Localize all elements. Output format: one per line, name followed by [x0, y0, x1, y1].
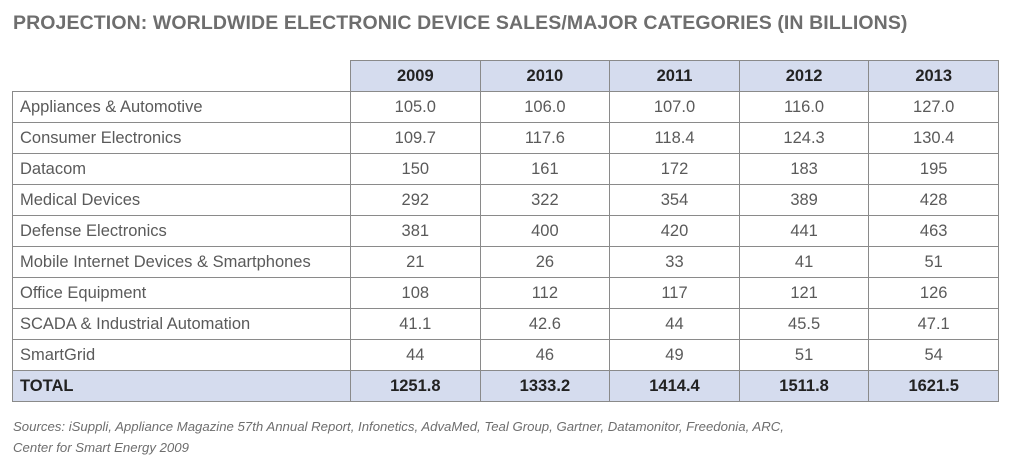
table-row: Office Equipment 108 112 117 121 126 — [12, 277, 999, 309]
header-row: 2009 2010 2011 2012 2013 — [12, 60, 999, 92]
table-row: Defense Electronics 381 400 420 441 463 — [12, 215, 999, 247]
table-cell: 49 — [609, 339, 740, 371]
table-cell: 124.3 — [738, 122, 870, 154]
table-cell: 354 — [609, 184, 740, 216]
table-cell: 117 — [609, 277, 740, 309]
page-title: PROJECTION: WORLDWIDE ELECTRONIC DEVICE … — [13, 12, 908, 34]
column-header-2012: 2012 — [738, 60, 870, 92]
table-cell: 118.4 — [609, 122, 740, 154]
table-cell: 107.0 — [609, 91, 740, 123]
table-cell: 106.0 — [479, 91, 611, 123]
table-cell: 117.6 — [479, 122, 611, 154]
table-row: Medical Devices 292 322 354 389 428 — [12, 184, 999, 216]
corner-cell — [12, 60, 351, 92]
total-cell: 1414.4 — [609, 370, 740, 402]
row-label: Office Equipment — [12, 277, 351, 309]
sources-note: Sources: iSuppli, Appliance Magazine 57t… — [13, 416, 913, 458]
table-cell: 322 — [479, 184, 611, 216]
table-cell: 47.1 — [868, 308, 999, 340]
table-cell: 46 — [479, 339, 611, 371]
total-cell: 1621.5 — [868, 370, 999, 402]
table-cell: 112 — [479, 277, 611, 309]
total-label: TOTAL — [12, 370, 351, 402]
table-cell: 45.5 — [738, 308, 870, 340]
table-row: Datacom 150 161 172 183 195 — [12, 153, 999, 185]
row-label: SCADA & Industrial Automation — [12, 308, 351, 340]
row-label: SmartGrid — [12, 339, 351, 371]
table-cell: 41 — [738, 246, 870, 278]
table-cell: 420 — [609, 215, 740, 247]
table-cell: 33 — [609, 246, 740, 278]
table-cell: 44 — [350, 339, 481, 371]
row-label: Appliances & Automotive — [12, 91, 351, 123]
table-cell: 108 — [350, 277, 481, 309]
table-cell: 400 — [479, 215, 611, 247]
table-cell: 441 — [738, 215, 870, 247]
column-header-2009: 2009 — [350, 60, 481, 92]
table-row: SCADA & Industrial Automation 41.1 42.6 … — [12, 308, 999, 340]
table-cell: 44 — [609, 308, 740, 340]
table-cell: 381 — [350, 215, 481, 247]
column-header-2010: 2010 — [479, 60, 611, 92]
table-cell: 389 — [738, 184, 870, 216]
total-cell: 1511.8 — [738, 370, 870, 402]
table-cell: 126 — [868, 277, 999, 309]
table-row: SmartGrid 44 46 49 51 54 — [12, 339, 999, 371]
table-cell: 127.0 — [868, 91, 999, 123]
table-cell: 51 — [738, 339, 870, 371]
table-cell: 121 — [738, 277, 870, 309]
table-cell: 428 — [868, 184, 999, 216]
sources-line-1: Sources: iSuppli, Appliance Magazine 57t… — [13, 419, 784, 434]
row-label: Medical Devices — [12, 184, 351, 216]
table-cell: 463 — [868, 215, 999, 247]
projection-table: 2009 2010 2011 2012 2013 Appliances & Au… — [12, 60, 999, 402]
table-cell: 195 — [868, 153, 999, 185]
row-label: Defense Electronics — [12, 215, 351, 247]
table-cell: 21 — [350, 246, 481, 278]
table-cell: 161 — [479, 153, 611, 185]
table-cell: 105.0 — [350, 91, 481, 123]
table-cell: 26 — [479, 246, 611, 278]
total-row: TOTAL 1251.8 1333.2 1414.4 1511.8 1621.5 — [12, 370, 999, 402]
row-label: Consumer Electronics — [12, 122, 351, 154]
table-cell: 42.6 — [479, 308, 611, 340]
table-cell: 41.1 — [350, 308, 481, 340]
column-header-2011: 2011 — [609, 60, 740, 92]
table-row: Mobile Internet Devices & Smartphones 21… — [12, 246, 999, 278]
table-cell: 109.7 — [350, 122, 481, 154]
total-cell: 1251.8 — [350, 370, 481, 402]
table-cell: 51 — [868, 246, 999, 278]
table-cell: 130.4 — [868, 122, 999, 154]
table-cell: 292 — [350, 184, 481, 216]
row-label: Mobile Internet Devices & Smartphones — [12, 246, 351, 278]
table-row: Consumer Electronics 109.7 117.6 118.4 1… — [12, 122, 999, 154]
table-cell: 54 — [868, 339, 999, 371]
table-row: Appliances & Automotive 105.0 106.0 107.… — [12, 91, 999, 123]
table-cell: 116.0 — [738, 91, 870, 123]
sources-line-2: Center for Smart Energy 2009 — [13, 440, 189, 455]
table-cell: 150 — [350, 153, 481, 185]
total-cell: 1333.2 — [479, 370, 611, 402]
column-header-2013: 2013 — [868, 60, 999, 92]
row-label: Datacom — [12, 153, 351, 185]
table-cell: 183 — [738, 153, 870, 185]
table-cell: 172 — [609, 153, 740, 185]
